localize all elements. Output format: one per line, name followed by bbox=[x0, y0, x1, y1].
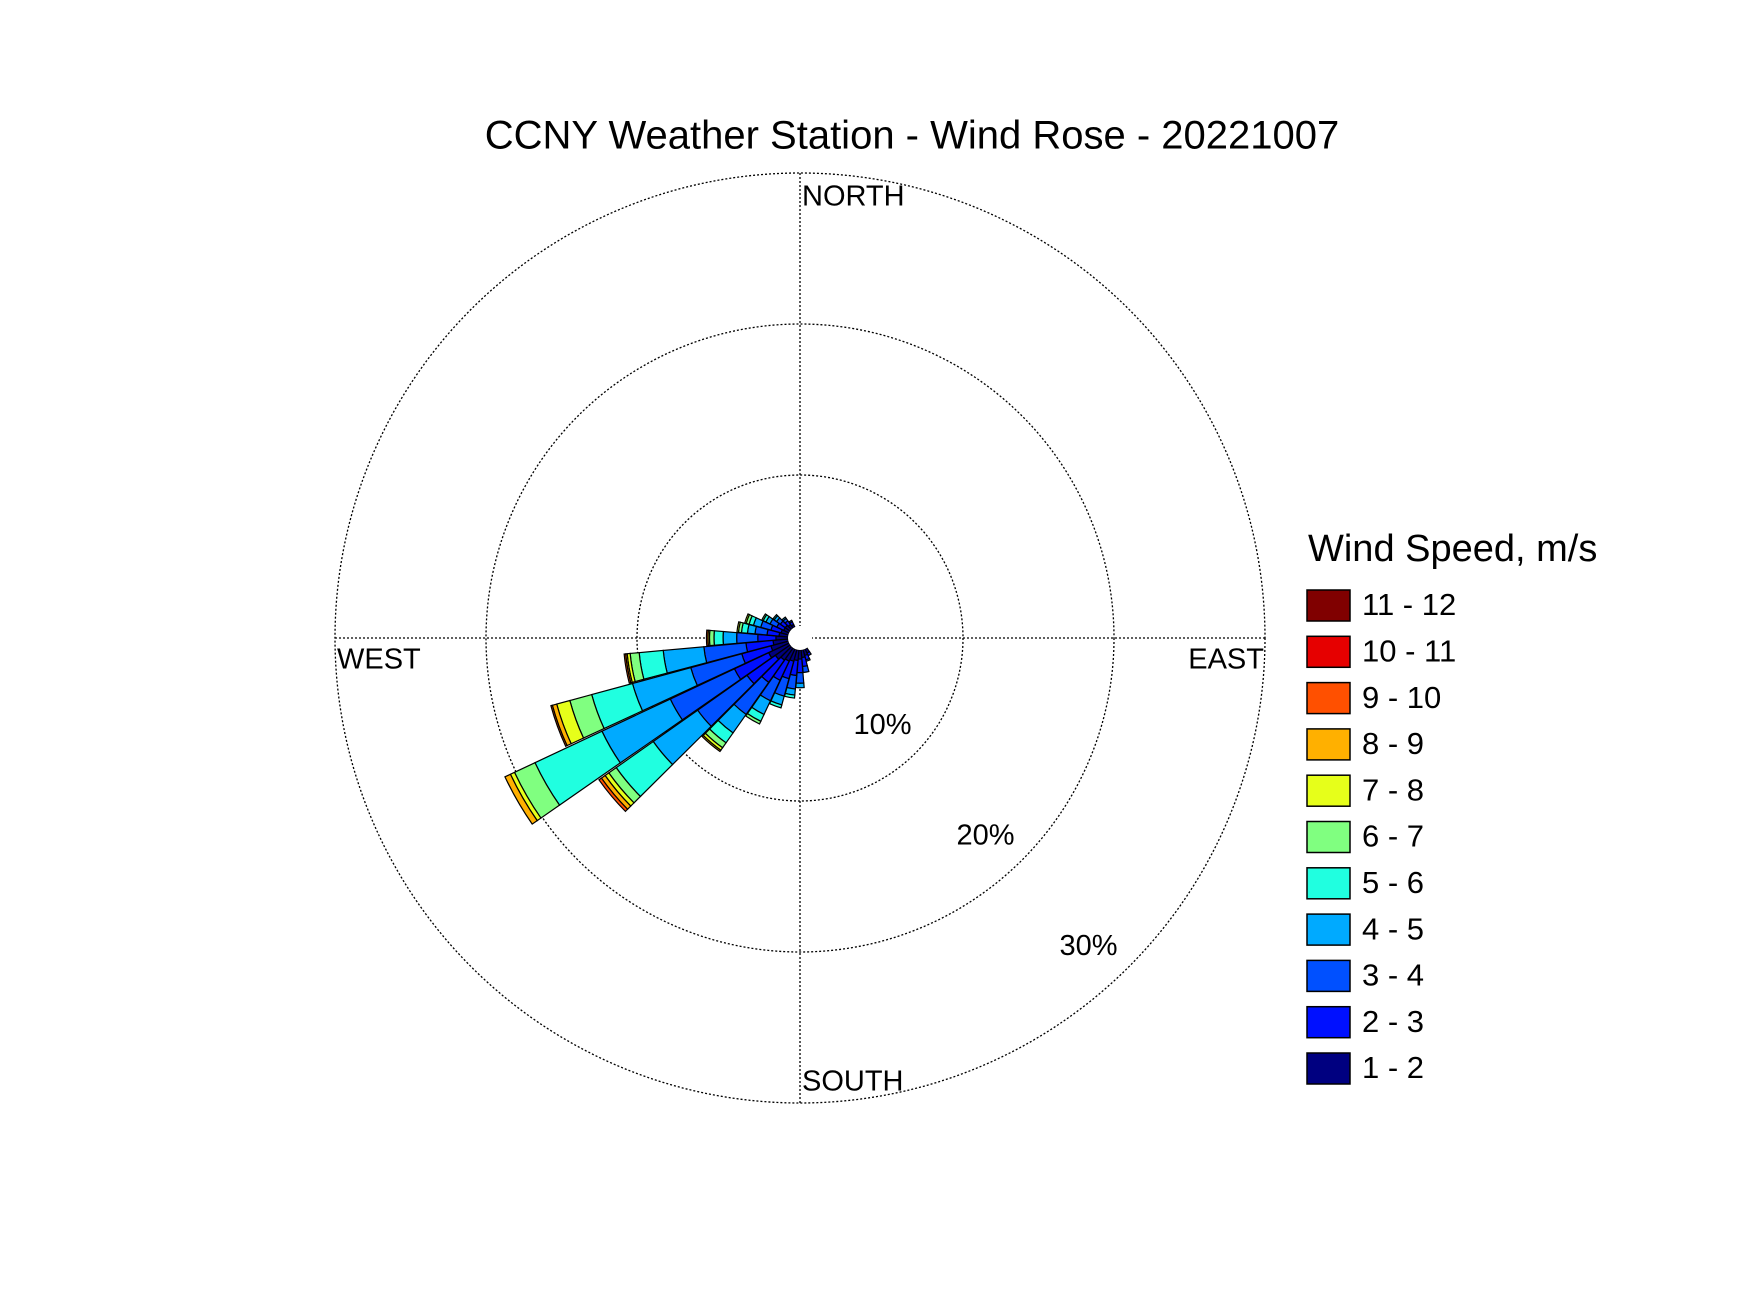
rose-segment bbox=[744, 712, 762, 725]
legend-swatch bbox=[1306, 589, 1351, 622]
legend-title: Wind Speed, m/s bbox=[1308, 528, 1597, 570]
rose-segment bbox=[795, 682, 805, 689]
legend-label: 1 - 2 bbox=[1362, 1050, 1424, 1085]
legend-label: 3 - 4 bbox=[1362, 958, 1424, 993]
legend-swatch bbox=[1306, 728, 1351, 761]
grid-ring bbox=[485, 323, 1115, 953]
rose-segment bbox=[504, 773, 539, 825]
legend-label: 6 - 7 bbox=[1362, 819, 1424, 854]
legend-label: 11 - 12 bbox=[1362, 587, 1456, 622]
chart-title: CCNY Weather Station - Wind Rose - 20221… bbox=[485, 114, 1340, 158]
legend-swatch bbox=[1306, 681, 1351, 715]
center-hole bbox=[788, 626, 812, 650]
rose-segment bbox=[722, 630, 738, 646]
legend-swatch bbox=[1306, 913, 1351, 946]
rose-segment bbox=[743, 613, 751, 625]
compass-label: SOUTH bbox=[802, 1066, 904, 1098]
r-tick-label: 10% bbox=[853, 709, 911, 741]
legend-label: 5 - 6 bbox=[1362, 865, 1424, 900]
grid-ring bbox=[334, 172, 1266, 1104]
legend-swatch bbox=[1306, 774, 1351, 807]
legend-label: 9 - 10 bbox=[1362, 680, 1441, 715]
legend-swatch bbox=[1306, 867, 1351, 900]
legend-label: 4 - 5 bbox=[1362, 911, 1424, 946]
r-tick-label: 30% bbox=[1059, 930, 1117, 962]
compass-label: WEST bbox=[337, 644, 421, 676]
rose-segment bbox=[795, 671, 805, 684]
legend-swatch bbox=[1306, 820, 1351, 854]
legend-swatch bbox=[1306, 1052, 1351, 1085]
legend-label: 7 - 8 bbox=[1362, 772, 1424, 807]
rose-segment bbox=[761, 613, 768, 622]
rose-segment bbox=[598, 777, 629, 813]
legend-label: 8 - 9 bbox=[1362, 726, 1424, 761]
legend-swatch bbox=[1306, 959, 1351, 993]
compass-label: EAST bbox=[1188, 644, 1264, 676]
rose-segment bbox=[736, 621, 741, 634]
r-tick-label: 20% bbox=[956, 820, 1014, 852]
legend-swatch bbox=[1306, 1005, 1351, 1039]
legend-label: 10 - 11 bbox=[1362, 633, 1456, 668]
compass-label: NORTH bbox=[802, 181, 905, 213]
rose-segment bbox=[772, 613, 779, 621]
rose-segment bbox=[781, 616, 787, 622]
legend-swatch bbox=[1306, 635, 1351, 669]
rose-segment bbox=[705, 629, 709, 647]
legend-label: 2 - 3 bbox=[1362, 1004, 1424, 1039]
grid-ring bbox=[636, 474, 964, 802]
rose-segment bbox=[713, 630, 724, 646]
rose-segment bbox=[550, 704, 568, 748]
rose-segment bbox=[788, 619, 794, 625]
rose-segment bbox=[801, 664, 810, 674]
rose-segment bbox=[701, 734, 722, 753]
